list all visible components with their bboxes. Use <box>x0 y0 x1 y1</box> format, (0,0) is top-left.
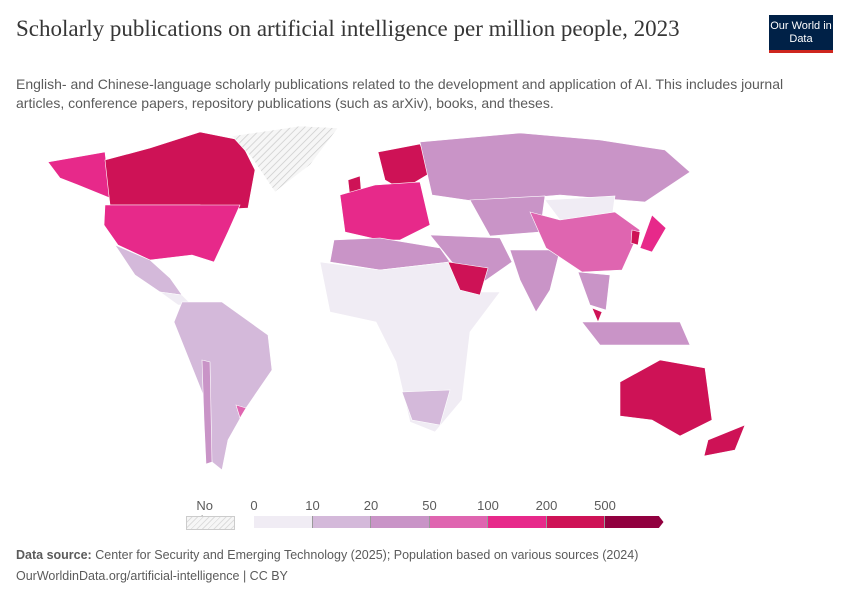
owid-logo[interactable]: Our World in Data <box>769 15 833 53</box>
country-japan[interactable] <box>639 214 667 253</box>
country-russia[interactable] <box>419 132 691 203</box>
source-label: Data source: <box>16 548 92 562</box>
data-source: Data source: Center for Security and Eme… <box>16 548 638 562</box>
region-scandinavia[interactable] <box>377 143 433 191</box>
region-europe[interactable] <box>339 181 431 241</box>
country-canada[interactable] <box>104 131 256 211</box>
region-southeast-asia[interactable] <box>577 271 611 311</box>
chart-title: Scholarly publications on artificial int… <box>16 16 680 41</box>
legend-tick: 100 <box>477 498 499 513</box>
country-new-zealand[interactable] <box>703 424 746 457</box>
legend-bin-3 <box>429 516 488 528</box>
legend-bin-0 <box>254 516 313 528</box>
country-usa[interactable] <box>103 204 241 263</box>
world-map <box>47 125 746 471</box>
country-china[interactable] <box>529 211 641 273</box>
country-greenland[interactable] <box>231 125 339 193</box>
country-india[interactable] <box>509 249 561 313</box>
chart-subtitle: English- and Chinese-language scholarly … <box>16 76 784 111</box>
country-indonesia[interactable] <box>581 321 691 346</box>
legend-tick: 20 <box>363 498 379 513</box>
country-chile[interactable] <box>201 359 213 465</box>
country-australia[interactable] <box>619 359 713 437</box>
legend-tick: 200 <box>535 498 558 513</box>
region-middle-east[interactable] <box>429 234 513 291</box>
legend-tick: 0 <box>250 498 258 513</box>
legend-tick: 500 <box>594 498 616 513</box>
legend-no-data-swatch <box>186 516 235 530</box>
legend-tick: 10 <box>305 498 320 513</box>
region-south-america[interactable] <box>173 301 273 471</box>
legend-bin-6 <box>605 516 664 528</box>
country-malaysia[interactable] <box>591 307 603 323</box>
country-saudi-arabia[interactable] <box>447 261 489 296</box>
footer-url[interactable]: OurWorldinData.org/artificial-intelligen… <box>16 569 288 583</box>
legend-tick: 50 <box>422 498 437 513</box>
source-text: Center for Security and Emerging Technol… <box>95 548 639 562</box>
country-south-africa[interactable] <box>401 389 451 426</box>
country-uruguay[interactable] <box>235 404 247 419</box>
country-alaska[interactable] <box>47 151 111 199</box>
legend-bin-1 <box>312 516 371 528</box>
legend-bin-2 <box>371 516 430 528</box>
country-korea[interactable] <box>630 229 641 246</box>
legend-bin-5 <box>546 516 605 528</box>
legend-bin-4 <box>488 516 547 528</box>
